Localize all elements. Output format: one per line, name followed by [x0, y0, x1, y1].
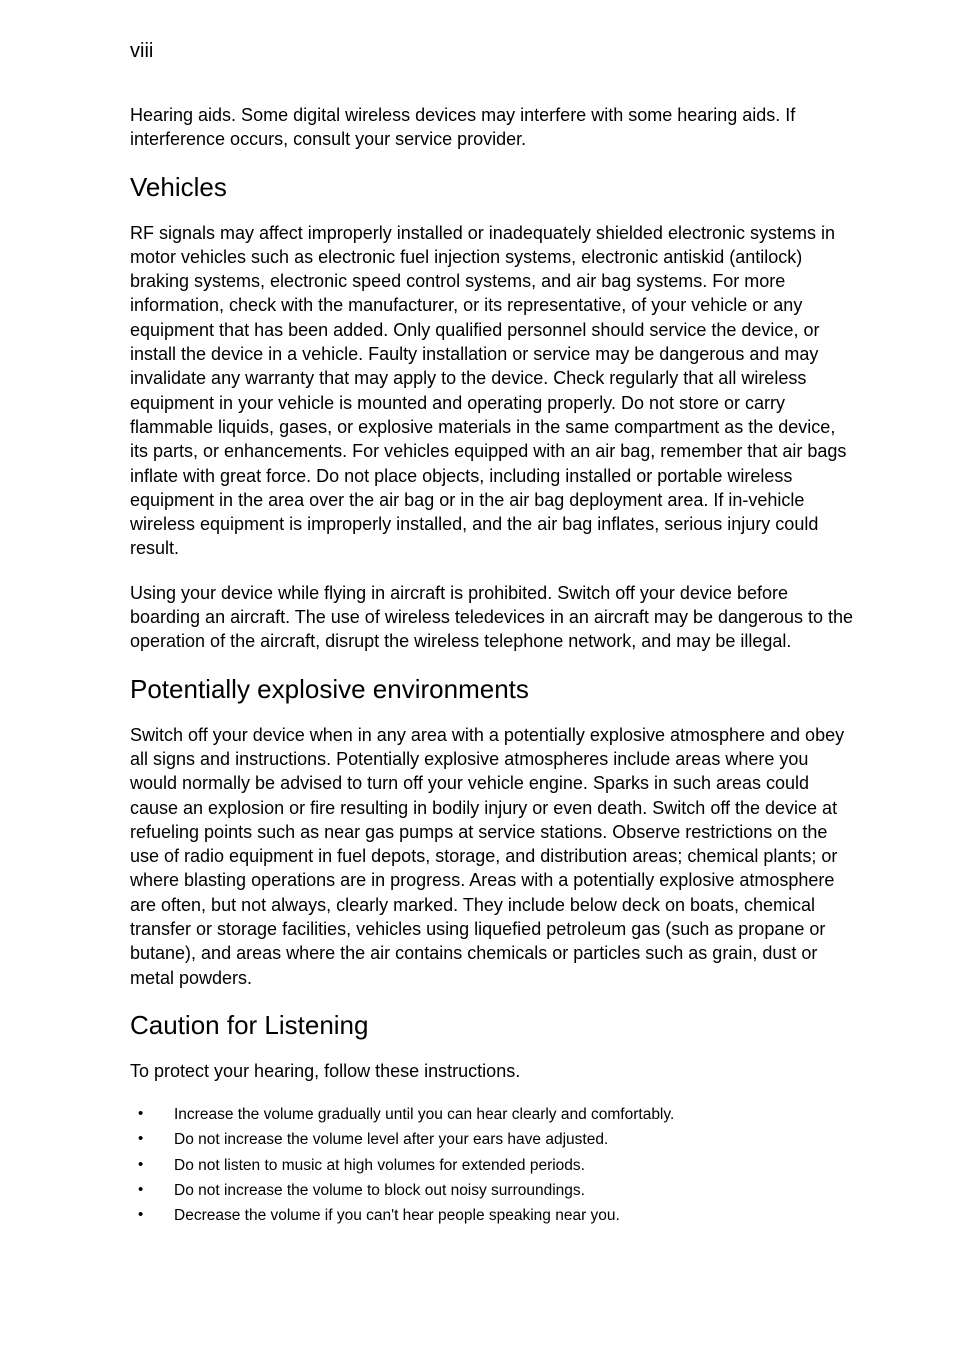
- list-item: Increase the volume gradually until you …: [130, 1103, 854, 1126]
- vehicles-paragraph-2: Using your device while flying in aircra…: [130, 581, 854, 654]
- document-page: viii Hearing aids. Some digital wireless…: [0, 0, 954, 1369]
- page-number: viii: [130, 40, 854, 63]
- explosive-paragraph: Switch off your device when in any area …: [130, 723, 854, 990]
- list-item-text: Decrease the volume if you can't hear pe…: [174, 1207, 620, 1224]
- list-item: Do not increase the volume level after y…: [130, 1128, 854, 1151]
- caution-intro: To protect your hearing, follow these in…: [130, 1059, 854, 1083]
- vehicles-paragraph-1: RF signals may affect improperly install…: [130, 221, 854, 561]
- list-item: Do not increase the volume to block out …: [130, 1179, 854, 1202]
- vehicles-heading: Vehicles: [130, 172, 854, 203]
- explosive-heading: Potentially explosive environments: [130, 674, 854, 705]
- caution-heading: Caution for Listening: [130, 1010, 854, 1041]
- hearing-aids-paragraph: Hearing aids. Some digital wireless devi…: [130, 103, 854, 152]
- list-item: Do not listen to music at high volumes f…: [130, 1154, 854, 1177]
- list-item: Decrease the volume if you can't hear pe…: [130, 1204, 854, 1227]
- caution-list: Increase the volume gradually until you …: [130, 1103, 854, 1227]
